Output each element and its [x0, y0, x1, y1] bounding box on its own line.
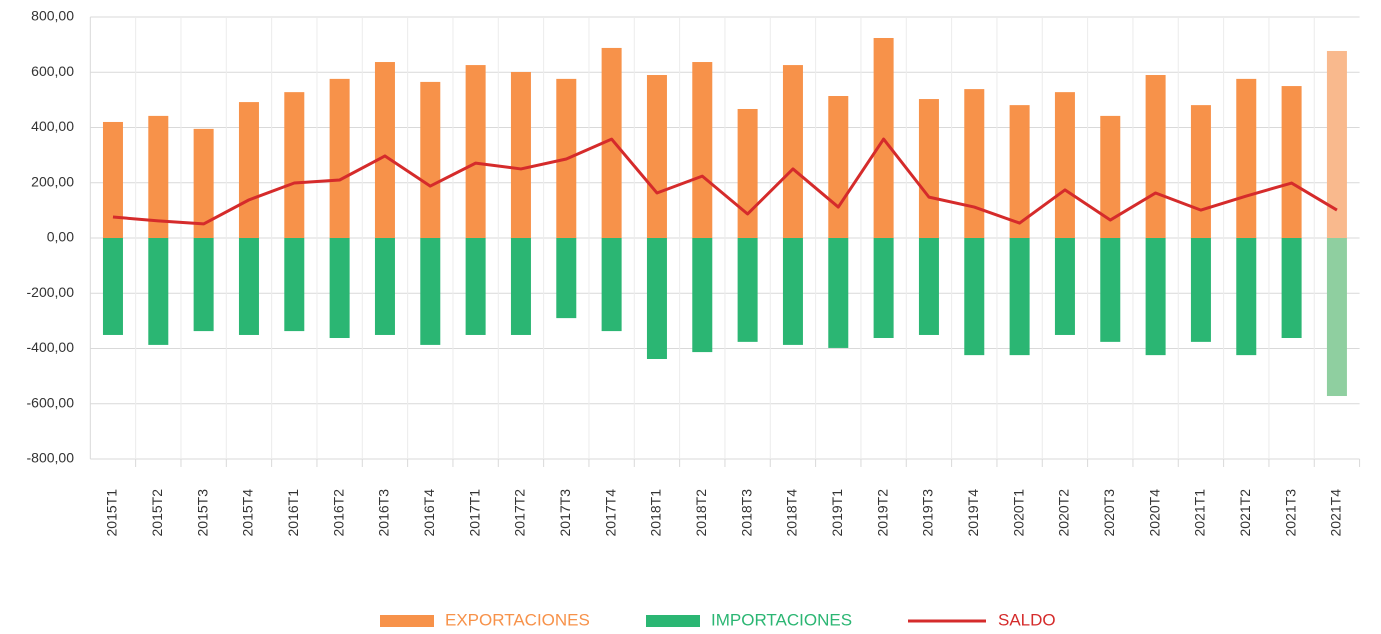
bar — [420, 238, 441, 345]
bar — [193, 238, 214, 332]
bar — [1281, 238, 1302, 339]
legend-label: SALDO — [998, 610, 1056, 629]
line — [112, 137, 1338, 226]
bar — [964, 89, 985, 238]
x-tick-label: 2019T2 — [874, 489, 890, 537]
x-tick-label: 2017T4 — [602, 489, 618, 537]
bar — [737, 238, 758, 342]
bar — [918, 238, 939, 335]
x-tick-label: 2016T1 — [285, 489, 301, 537]
bar — [828, 238, 849, 348]
x-tick-label: 2019T3 — [920, 489, 936, 537]
bar — [1190, 238, 1211, 342]
bar — [510, 71, 531, 238]
bar — [646, 238, 667, 359]
bar — [1326, 50, 1347, 239]
x-tick-label: 2016T2 — [330, 489, 346, 537]
bar — [782, 238, 803, 345]
x-tick-label: 2017T3 — [557, 489, 573, 537]
x-tick-label: 2018T3 — [738, 489, 754, 537]
x-tick-label: 2015T3 — [194, 489, 210, 537]
x-tick-label: 2021T4 — [1328, 489, 1344, 537]
bar — [1145, 238, 1166, 356]
y-tick-label: -400,00 — [27, 339, 75, 355]
x-tick-label: 2019T4 — [965, 489, 981, 537]
bar — [1190, 105, 1211, 238]
x-tick-label: 2015T4 — [240, 489, 256, 537]
bar — [782, 65, 803, 238]
bar — [1054, 238, 1075, 335]
bar — [692, 238, 713, 353]
y-tick-label: -800,00 — [27, 450, 75, 466]
x-tick-label: 2020T4 — [1146, 489, 1162, 537]
bar — [964, 238, 985, 356]
bar — [102, 121, 123, 238]
bar — [102, 238, 123, 335]
bar — [1054, 92, 1075, 238]
x-tick-label: 2020T3 — [1101, 489, 1117, 537]
bar — [284, 238, 305, 332]
x-tick-label: 2015T1 — [104, 489, 120, 537]
bar — [238, 102, 259, 239]
bar — [692, 62, 713, 239]
bar — [646, 75, 667, 238]
bar — [193, 128, 214, 238]
x-tick-label: 2021T3 — [1282, 489, 1298, 537]
bar — [374, 238, 395, 335]
bar — [465, 65, 486, 238]
bar — [329, 238, 350, 339]
x-tick-label: 2015T2 — [149, 489, 165, 537]
x-tick-label: 2018T1 — [648, 489, 664, 537]
x-tick-label: 2016T4 — [421, 489, 437, 537]
bar — [465, 238, 486, 335]
y-tick-label: -200,00 — [27, 284, 75, 300]
bar — [601, 238, 622, 332]
bar — [1009, 105, 1030, 238]
bar — [737, 108, 758, 239]
bar — [1100, 238, 1121, 342]
bar — [510, 238, 531, 335]
bar — [1326, 238, 1347, 397]
bar — [148, 238, 169, 345]
bar — [374, 62, 395, 239]
y-tick-label: 400,00 — [31, 118, 74, 134]
bar — [1281, 86, 1302, 238]
legend-label: IMPORTACIONES — [711, 610, 852, 629]
y-tick-label: 200,00 — [31, 173, 74, 189]
bar — [238, 238, 259, 335]
legend-swatch — [380, 615, 434, 627]
bar — [284, 92, 305, 238]
x-tick-label: 2020T2 — [1056, 489, 1072, 537]
y-tick-label: 800,00 — [31, 8, 74, 24]
bar — [873, 238, 894, 339]
bar — [1100, 115, 1121, 238]
bar — [1236, 238, 1257, 356]
legend: EXPORTACIONES IMPORTACIONES SALDO — [380, 610, 1056, 629]
x-tick-label: 2017T1 — [466, 489, 482, 537]
legend-label: EXPORTACIONES — [445, 610, 590, 629]
bar — [1009, 238, 1030, 356]
x-tick-label: 2021T2 — [1237, 489, 1253, 537]
x-tick-label: 2019T1 — [829, 489, 845, 537]
x-tick-label: 2017T2 — [512, 489, 528, 537]
bar — [601, 47, 622, 238]
bar — [1236, 78, 1257, 238]
bar — [1145, 75, 1166, 238]
y-tick-label: 0,00 — [47, 229, 74, 245]
bar — [148, 115, 169, 238]
x-tick-label: 2018T2 — [693, 489, 709, 537]
bar — [329, 78, 350, 238]
x-tick-label: 2021T1 — [1192, 489, 1208, 537]
bar — [828, 96, 849, 238]
legend-swatch — [646, 615, 700, 627]
x-tick-label: 2020T1 — [1010, 489, 1026, 537]
x-tick-label: 2016T3 — [376, 489, 392, 537]
y-tick-label: -600,00 — [27, 394, 75, 410]
bar — [420, 81, 441, 238]
bar — [556, 238, 577, 319]
bar — [918, 99, 939, 238]
y-tick-label: 600,00 — [31, 63, 74, 79]
x-tick-label: 2018T4 — [784, 489, 800, 537]
